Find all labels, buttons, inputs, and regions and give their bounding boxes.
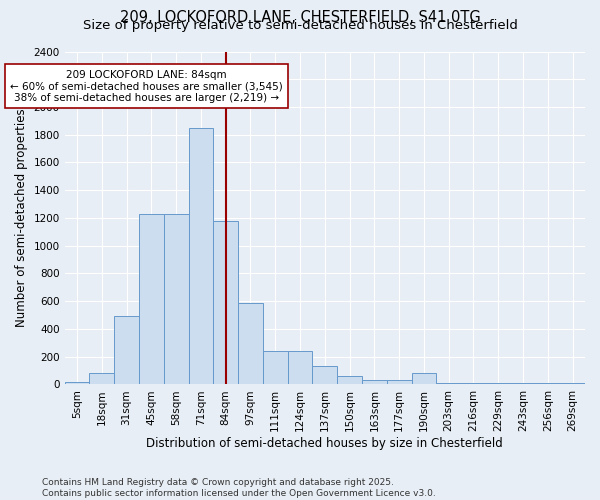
Bar bbox=[486, 383, 511, 384]
Bar bbox=[238, 302, 263, 384]
Bar bbox=[164, 214, 188, 384]
Text: 209 LOCKOFORD LANE: 84sqm
← 60% of semi-detached houses are smaller (3,545)
38% : 209 LOCKOFORD LANE: 84sqm ← 60% of semi-… bbox=[10, 70, 283, 102]
Bar bbox=[436, 383, 461, 384]
Bar bbox=[387, 380, 412, 384]
Text: Contains HM Land Registry data © Crown copyright and database right 2025.
Contai: Contains HM Land Registry data © Crown c… bbox=[42, 478, 436, 498]
Bar bbox=[511, 383, 535, 384]
Text: 209, LOCKOFORD LANE, CHESTERFIELD, S41 0TG: 209, LOCKOFORD LANE, CHESTERFIELD, S41 0… bbox=[119, 10, 481, 25]
Bar bbox=[560, 383, 585, 384]
Bar bbox=[535, 383, 560, 384]
Bar bbox=[139, 214, 164, 384]
Bar bbox=[114, 316, 139, 384]
Bar bbox=[461, 383, 486, 384]
Bar bbox=[362, 380, 387, 384]
Bar bbox=[313, 366, 337, 384]
Bar bbox=[287, 351, 313, 384]
Bar bbox=[412, 374, 436, 384]
Text: Size of property relative to semi-detached houses in Chesterfield: Size of property relative to semi-detach… bbox=[83, 19, 517, 32]
Bar bbox=[65, 382, 89, 384]
X-axis label: Distribution of semi-detached houses by size in Chesterfield: Distribution of semi-detached houses by … bbox=[146, 437, 503, 450]
Bar bbox=[188, 128, 214, 384]
Bar bbox=[263, 351, 287, 384]
Y-axis label: Number of semi-detached properties: Number of semi-detached properties bbox=[15, 108, 28, 328]
Bar bbox=[214, 222, 238, 384]
Bar bbox=[337, 376, 362, 384]
Bar bbox=[89, 374, 114, 384]
